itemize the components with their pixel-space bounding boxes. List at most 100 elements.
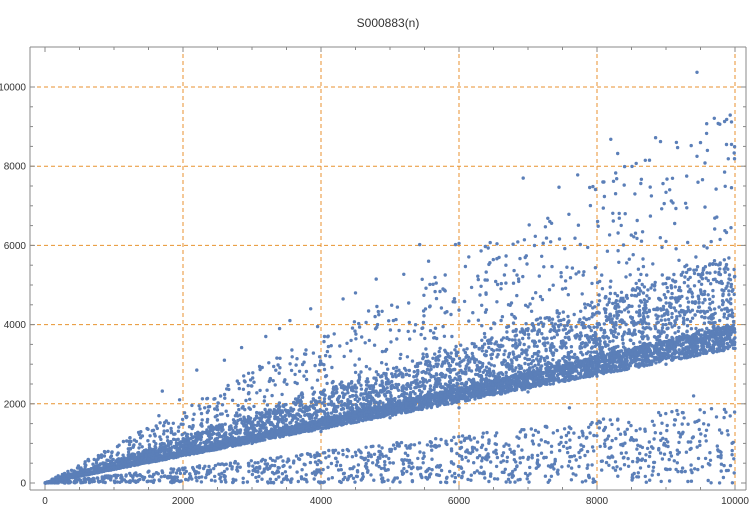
data-point <box>680 466 685 470</box>
data-point <box>582 270 586 274</box>
data-point <box>182 411 187 415</box>
data-point <box>240 406 244 410</box>
data-point <box>293 397 298 401</box>
data-point <box>388 461 392 465</box>
data-point <box>579 309 583 313</box>
data-point <box>624 451 628 455</box>
data-point <box>550 336 554 340</box>
data-point <box>515 355 519 359</box>
data-point <box>555 348 559 353</box>
data-point <box>329 344 333 348</box>
data-point <box>686 240 690 245</box>
data-point <box>391 461 395 465</box>
data-point <box>576 223 581 227</box>
data-point <box>299 400 303 404</box>
data-point <box>437 349 441 354</box>
data-point <box>522 342 526 347</box>
data-point <box>121 453 125 457</box>
data-point <box>609 279 613 283</box>
data-point <box>675 317 679 321</box>
data-point <box>388 328 393 332</box>
data-point <box>199 411 204 416</box>
data-point <box>531 433 535 437</box>
data-point <box>147 443 152 447</box>
data-point <box>98 462 103 466</box>
data-point <box>247 391 251 395</box>
data-point <box>431 282 435 286</box>
data-point <box>384 454 388 458</box>
data-point <box>330 381 334 385</box>
data-point <box>732 145 737 149</box>
data-point <box>460 434 465 438</box>
data-point <box>380 446 384 450</box>
data-point <box>472 436 476 440</box>
data-point <box>704 428 709 432</box>
data-point <box>640 457 645 461</box>
data-point <box>407 464 411 469</box>
data-point <box>696 180 700 184</box>
data-point <box>654 361 658 365</box>
data-point <box>353 397 357 402</box>
data-point <box>499 460 503 464</box>
data-point <box>408 337 412 341</box>
data-point <box>336 396 341 400</box>
data-point <box>660 457 665 461</box>
data-point <box>494 279 498 284</box>
data-point <box>179 479 183 483</box>
data-point <box>607 297 611 301</box>
data-point <box>690 295 695 299</box>
data-point <box>610 369 614 373</box>
data-point <box>651 465 656 469</box>
data-point <box>453 300 457 304</box>
data-point <box>217 472 221 476</box>
data-point <box>376 394 380 398</box>
data-point <box>580 292 584 296</box>
data-point <box>295 357 299 361</box>
data-point <box>732 151 736 155</box>
data-point <box>283 413 288 418</box>
data-point <box>443 273 447 277</box>
data-point <box>583 302 587 306</box>
data-point <box>709 239 713 244</box>
data-point <box>103 480 107 485</box>
data-point <box>520 327 524 331</box>
data-point <box>620 334 625 339</box>
data-point <box>642 298 646 302</box>
data-point <box>674 206 678 211</box>
data-point <box>349 338 353 343</box>
data-point <box>444 439 448 443</box>
data-point <box>351 476 356 480</box>
data-point <box>657 410 661 415</box>
data-point <box>418 450 422 454</box>
data-point <box>317 399 322 404</box>
data-point <box>472 461 476 465</box>
data-point <box>675 448 679 452</box>
data-point <box>731 323 736 327</box>
data-point <box>264 426 268 430</box>
data-point <box>512 268 516 273</box>
data-point <box>660 273 664 277</box>
data-point <box>353 370 358 375</box>
data-point <box>705 326 709 331</box>
data-point <box>553 322 558 326</box>
data-point <box>398 356 402 361</box>
data-point <box>601 417 606 421</box>
data-point <box>523 471 528 476</box>
data-point <box>703 161 707 165</box>
data-point <box>727 273 732 277</box>
data-point <box>715 279 719 284</box>
data-point <box>703 205 707 209</box>
data-point <box>484 365 489 369</box>
data-point <box>677 285 682 290</box>
data-point <box>457 308 461 312</box>
data-point <box>596 303 600 307</box>
data-point <box>197 404 201 408</box>
data-point <box>574 272 578 276</box>
data-point <box>596 224 600 228</box>
data-point <box>557 237 562 241</box>
data-point <box>395 476 399 480</box>
data-point <box>273 459 277 463</box>
data-point <box>605 352 610 356</box>
data-point <box>638 451 642 456</box>
data-point <box>478 293 482 297</box>
